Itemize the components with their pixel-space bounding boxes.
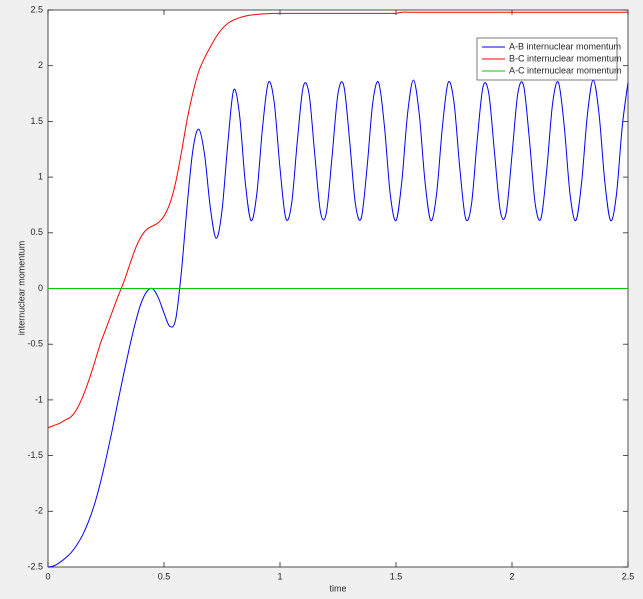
legend: A-B internuclear momentum B-C internuclea… bbox=[476, 37, 622, 81]
y-tick-label: -0.5 bbox=[27, 339, 43, 349]
y-tick-label: 2 bbox=[38, 60, 43, 70]
x-tick-label: 0.5 bbox=[158, 571, 171, 581]
y-tick-label: -1 bbox=[35, 394, 43, 404]
y-tick-label: -1.5 bbox=[27, 450, 43, 460]
data-line bbox=[47, 79, 629, 568]
y-tick-label: -2.5 bbox=[27, 561, 43, 571]
x-tick-label: 2 bbox=[509, 571, 514, 581]
legend-label: A-B internuclear momentum bbox=[509, 41, 621, 51]
y-tick-label: 0.5 bbox=[30, 227, 43, 237]
y-tick-label: 0 bbox=[38, 283, 43, 293]
x-tick-label: 2.5 bbox=[622, 571, 635, 581]
x-tick-label: 1.5 bbox=[390, 571, 403, 581]
x-tick-label: 1 bbox=[277, 571, 282, 581]
data-line bbox=[47, 11, 628, 429]
y-axis-label: internuclear momentum bbox=[16, 241, 26, 336]
legend-label: A-C internuclear momentum bbox=[509, 65, 622, 75]
y-tick-label: 1 bbox=[38, 171, 43, 181]
legend-label: B-C internuclear momentum bbox=[509, 53, 622, 63]
y-tick-label: 1.5 bbox=[30, 116, 43, 126]
y-tick-label: -2 bbox=[35, 506, 43, 516]
x-tick-label: 0 bbox=[45, 571, 50, 581]
y-tick-label: 2.5 bbox=[30, 4, 43, 14]
x-axis-label: time bbox=[329, 583, 346, 593]
